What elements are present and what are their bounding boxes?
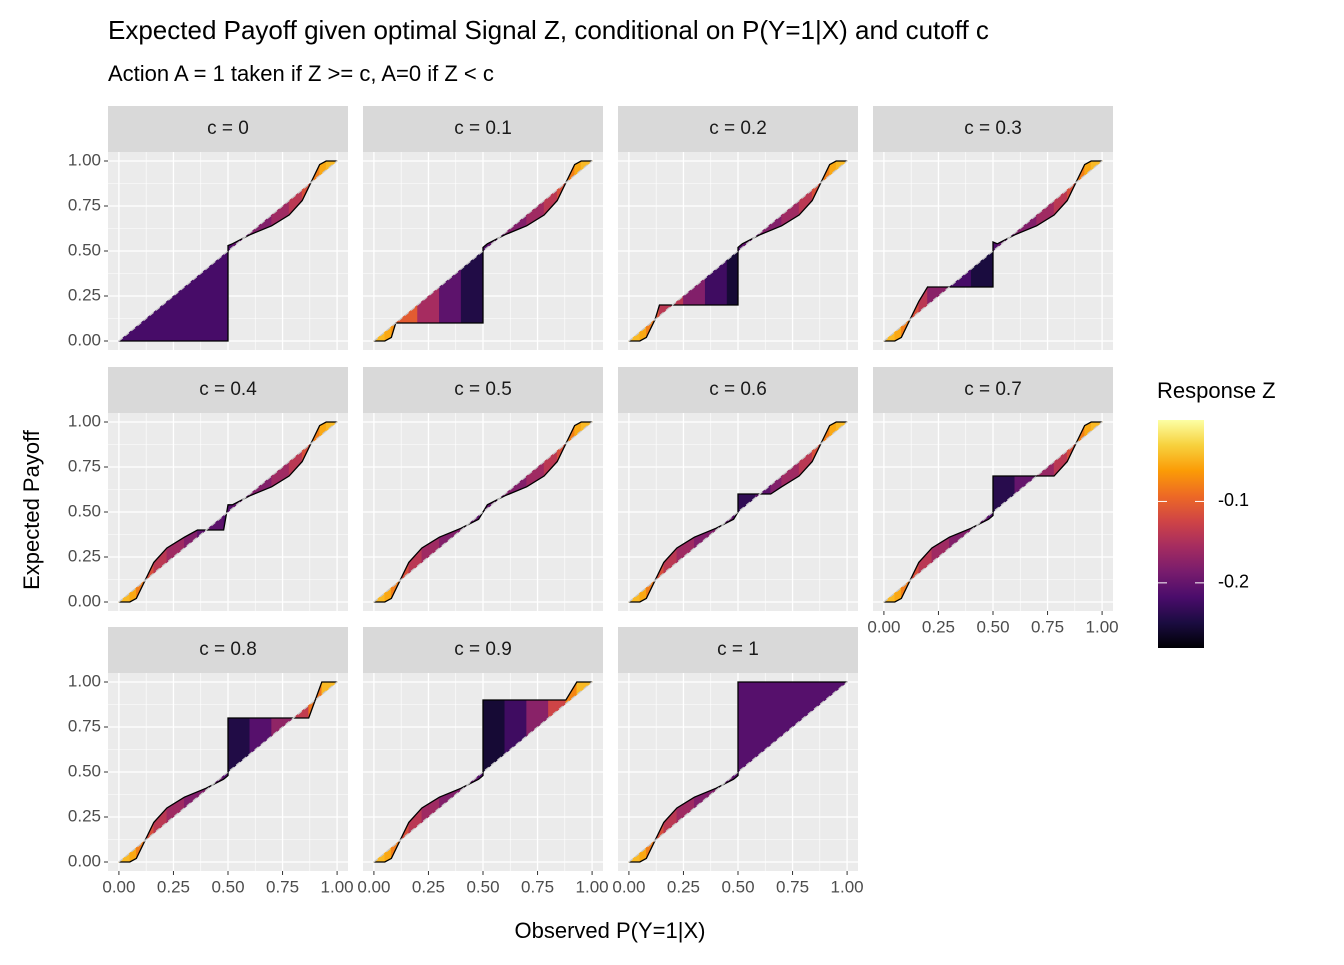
y-tick-label: 0.00 <box>68 851 101 870</box>
reference-diagonal <box>373 421 593 603</box>
payoff-outline <box>373 681 593 863</box>
y-tick-label: 0.00 <box>68 591 101 610</box>
reference-diagonal <box>118 160 338 342</box>
strip <box>108 106 348 152</box>
facet: c = 0.8 0.00 0.25 0.50 0.75 1.00 0.00 0.25 0.50 0… <box>68 627 354 896</box>
y-tick-label: 0.75 <box>68 716 101 735</box>
x-tick-label: 0.50 <box>976 617 1009 636</box>
strip-label: c = 0.1 <box>454 118 512 139</box>
facet: c = 0.4 0.00 0.25 0.50 0.75 1.00 <box>68 367 348 611</box>
x-tick-label: 0.50 <box>721 877 754 896</box>
payoff-outline <box>628 421 848 603</box>
y-tick-label: 0.50 <box>68 240 101 259</box>
y-tick-label: 0.00 <box>68 330 101 349</box>
facet: c = 0.5 <box>363 367 603 611</box>
payoff-outline <box>373 421 593 603</box>
payoff-outline <box>118 160 338 342</box>
x-tick-label: 0.00 <box>357 877 390 896</box>
reference-diagonal <box>118 681 338 863</box>
y-tick-label: 0.50 <box>68 761 101 780</box>
x-axis-title: Observed P(Y=1|X) <box>515 918 706 943</box>
x-tick-label: 0.00 <box>102 877 135 896</box>
reference-diagonal <box>628 421 848 603</box>
y-tick-label: 0.25 <box>68 546 101 565</box>
y-tick-label: 1.00 <box>68 150 101 169</box>
x-tick-label: 0.50 <box>466 877 499 896</box>
strip-label: c = 0.2 <box>709 118 767 139</box>
y-tick-label: 1.00 <box>68 671 101 690</box>
y-tick-label: 0.25 <box>68 285 101 304</box>
strip-label: c = 0.8 <box>199 639 257 660</box>
colorbar-tick-label: -0.2 <box>1218 572 1249 592</box>
x-tick-label: 0.25 <box>922 617 955 636</box>
reference-diagonal <box>883 160 1103 342</box>
strip-label: c = 0.6 <box>709 379 767 400</box>
x-tick-label: 0.75 <box>776 877 809 896</box>
strip-label: c = 0.4 <box>199 379 257 400</box>
x-tick-label: 0.75 <box>1031 617 1064 636</box>
x-tick-label: 1.00 <box>831 877 864 896</box>
strip <box>618 627 858 673</box>
x-tick-label: 0.00 <box>867 617 900 636</box>
facet: c = 0.2 <box>618 106 858 350</box>
y-tick-label: 0.25 <box>68 806 101 825</box>
strip <box>618 106 858 152</box>
strip <box>363 106 603 152</box>
facet: c = 0.3 <box>873 106 1113 350</box>
legend-title: Response Z <box>1157 378 1276 403</box>
reference-diagonal <box>373 681 593 863</box>
strip <box>618 367 858 413</box>
x-tick-label: 0.50 <box>211 877 244 896</box>
x-tick-label: 0.00 <box>612 877 645 896</box>
strip <box>873 106 1113 152</box>
strip-label: c = 0.7 <box>964 379 1022 400</box>
payoff-outline <box>373 160 593 342</box>
colorbar-tick-label: -0.1 <box>1218 490 1249 510</box>
y-tick-label: 1.00 <box>68 411 101 430</box>
colorbar <box>1158 420 1204 648</box>
strip-label: c = 0 <box>207 118 249 139</box>
reference-diagonal <box>373 160 593 342</box>
strip <box>108 627 348 673</box>
chart-title: Expected Payoff given optimal Signal Z, … <box>108 15 989 45</box>
strip-label: c = 0.9 <box>454 639 512 660</box>
payoff-outline <box>628 681 848 863</box>
reference-diagonal <box>118 421 338 603</box>
strip <box>108 367 348 413</box>
y-tick-label: 0.75 <box>68 456 101 475</box>
facet: c = 0.6 <box>618 367 858 611</box>
x-tick-label: 0.75 <box>521 877 554 896</box>
y-axis-title: Expected Payoff <box>19 429 44 590</box>
x-tick-label: 0.25 <box>667 877 700 896</box>
facet: c = 1 0.00 0.25 0.50 0.75 1.00 <box>612 627 864 896</box>
y-tick-label: 0.50 <box>68 501 101 520</box>
facet: c = 0.7 0.00 0.25 0.50 0.75 1.00 <box>867 367 1119 636</box>
x-tick-label: 0.25 <box>157 877 190 896</box>
payoff-outline <box>118 681 338 863</box>
strip <box>363 627 603 673</box>
x-tick-label: 0.75 <box>266 877 299 896</box>
x-tick-label: 1.00 <box>321 877 354 896</box>
strip-label: c = 0.3 <box>964 118 1022 139</box>
chart-subtitle: Action A = 1 taken if Z >= c, A=0 if Z <… <box>108 61 494 86</box>
strip <box>363 367 603 413</box>
strip <box>873 367 1113 413</box>
facet: c = 0.9 0.00 0.25 0.50 0.75 1.00 <box>357 627 609 896</box>
reference-diagonal <box>628 160 848 342</box>
reference-diagonal <box>628 681 848 863</box>
y-tick-label: 0.75 <box>68 195 101 214</box>
x-tick-label: 1.00 <box>576 877 609 896</box>
facet: c = 0.1 <box>363 106 603 350</box>
x-tick-label: 1.00 <box>1086 617 1119 636</box>
reference-diagonal <box>883 421 1103 603</box>
strip-label: c = 0.5 <box>454 379 512 400</box>
strip-label: c = 1 <box>717 639 759 660</box>
x-tick-label: 0.25 <box>412 877 445 896</box>
facet: c = 0 0.00 0.25 0.50 0.75 1.00 <box>68 106 348 350</box>
